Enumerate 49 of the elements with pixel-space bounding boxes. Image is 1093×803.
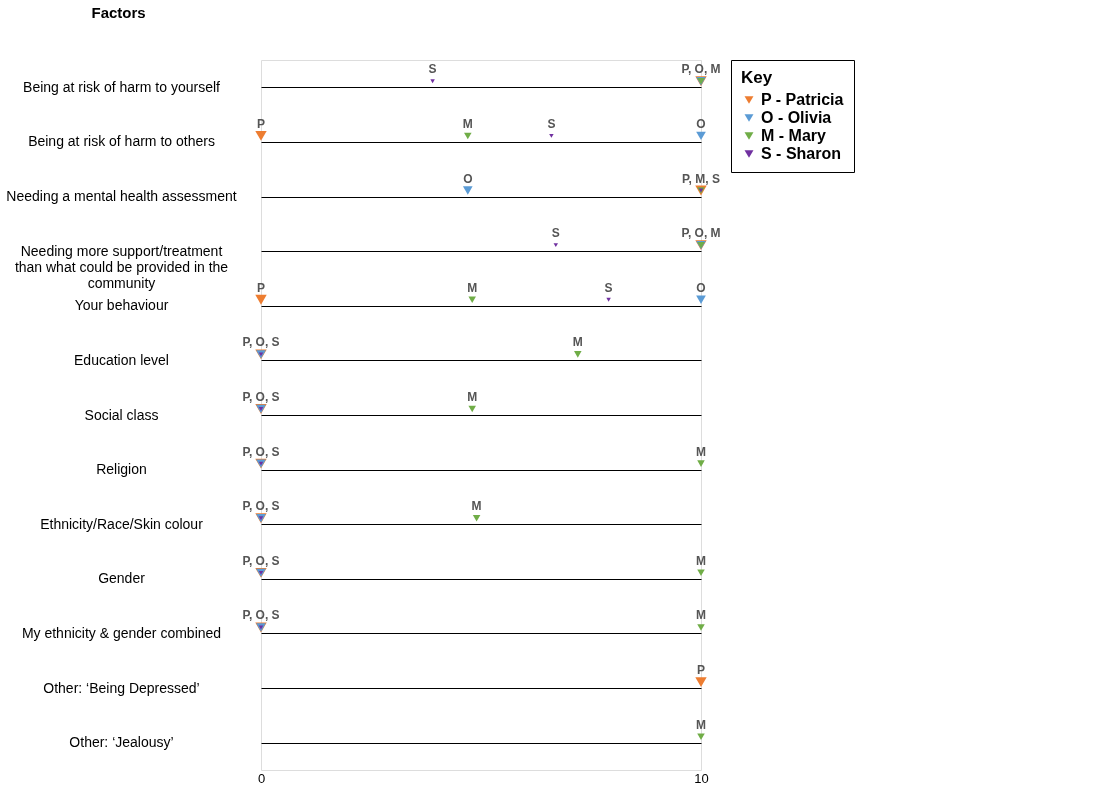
y-tick-label: My ethnicity & gender combined [21,624,222,641]
annotation: M [467,280,478,295]
annotation: P, O, M [681,62,721,77]
annotation: M [696,608,706,623]
y-tick-label: Education level [74,351,169,368]
y-tick-label: Gender [98,570,146,587]
annotation: O [696,280,706,295]
y-tick-label: Needing a mental health assessment [6,188,237,205]
y-tick-label: Being at risk of harm to yourself [23,78,221,95]
annotation: P, O, S [242,608,280,623]
annotation: P, O, S [242,553,280,568]
annotation: S [551,226,560,241]
annotation: P, O, S [242,499,280,514]
annotation: M [467,390,478,404]
annotation: M [572,335,583,350]
annotation: S [604,280,613,295]
x-tick-label: 0 [257,770,266,786]
y-tick-label: Religion [96,461,147,478]
annotation: M [696,717,706,732]
y-tick-label: Being at risk of harm to others [28,133,215,150]
y-tick-label: Needing more support/treatment than what could be provided in the community [14,242,229,291]
y-tick-label: Other: ‘Jealousy’ [69,734,174,751]
annotation: O [696,116,706,131]
y-tick-label: Other: ‘Being Depressed’ [43,679,200,696]
annotation: O [463,171,473,186]
annotation: S [547,116,556,131]
annotation: P [256,280,266,295]
annotation: M [471,499,482,514]
annotation: P, O, S [242,390,280,404]
legend-title: Key [741,68,773,87]
annotation: M [696,553,706,568]
annotation: M [462,116,473,131]
legend-label: M - Mary [761,127,826,144]
annotation: P [696,663,706,678]
y-axis-title: Factors [91,3,146,21]
annotation: P, O, M [681,226,721,241]
annotation: S [428,62,437,77]
x-tick-label: 10 [694,770,709,786]
y-tick-label: Ethnicity/Race/Skin colour [40,515,204,532]
annotation: M [696,444,706,459]
annotation: P, M, S [682,171,720,186]
legend-label: S - Sharon [761,145,842,162]
legend-label: O - Olivia [761,109,832,126]
y-tick-label: Your behaviour [74,297,169,314]
legend-label: P - Patricia [761,91,844,108]
y-tick-label: Social class [84,406,159,423]
annotation: P, O, S [242,444,280,459]
annotation: P, O, S [242,335,280,350]
annotation: P [256,116,266,131]
